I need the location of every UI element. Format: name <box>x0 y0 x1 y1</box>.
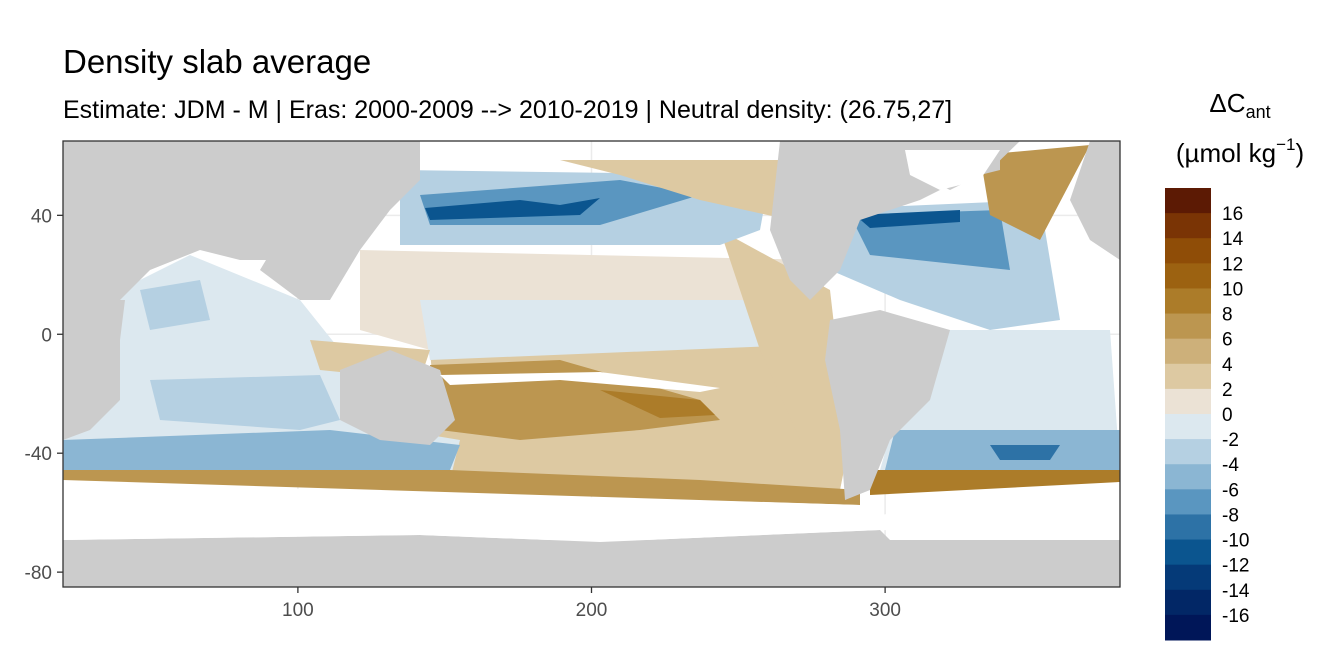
field-na-tan <box>980 145 1090 240</box>
legend-swatch <box>1165 238 1211 264</box>
legend-units-sup: −1 <box>1276 135 1295 154</box>
legend-label: -10 <box>1222 531 1249 552</box>
field-sa-brown <box>870 470 1120 495</box>
legend-label: -6 <box>1222 480 1239 501</box>
legend-label: -16 <box>1222 606 1249 627</box>
land-europe <box>1070 141 1120 260</box>
legend-title: ΔCant <box>1209 88 1270 122</box>
legend-label: 8 <box>1222 305 1233 326</box>
legend-label: 16 <box>1222 204 1243 225</box>
field-indian-mid <box>140 280 210 330</box>
legend-swatch <box>1165 439 1211 465</box>
legend-swatch <box>1165 213 1211 239</box>
legend-swatch <box>1165 338 1211 365</box>
nodata-southern <box>63 482 1120 542</box>
legend-label: 6 <box>1222 330 1233 351</box>
legend-swatch <box>1165 414 1211 440</box>
y-tick-label: -80 <box>25 563 52 584</box>
legend-title-sub: ant <box>1246 102 1271 122</box>
legend-swatch <box>1165 288 1211 315</box>
legend-swatch <box>1165 589 1211 616</box>
legend-label: 2 <box>1222 380 1233 401</box>
land-africa <box>63 300 125 440</box>
y-tick-label: -40 <box>25 444 52 465</box>
field-south-band <box>63 470 860 505</box>
land-south-america <box>825 310 950 500</box>
field-np-tan <box>560 160 800 220</box>
field-south-pacific-darker <box>600 390 715 418</box>
legend-label: -4 <box>1222 455 1239 476</box>
field-na-darker <box>855 210 960 228</box>
nodata-greenland-cap <box>905 150 1000 190</box>
legend-swatch <box>1165 539 1211 566</box>
legend-swatch <box>1165 464 1211 490</box>
field-eq-pacific-blue <box>420 300 800 360</box>
legend-label: 0 <box>1222 405 1233 426</box>
map-panel <box>63 141 1120 587</box>
legend-swatch <box>1165 388 1211 415</box>
legend-swatch <box>1165 313 1211 340</box>
y-tick-label: 40 <box>31 206 52 227</box>
legend-swatch <box>1165 614 1211 641</box>
legend-colorbar <box>1165 188 1211 641</box>
legend-swatch <box>1165 514 1211 541</box>
legend-label: 4 <box>1222 355 1233 376</box>
legend-units: (µmol kg−1) <box>1176 135 1304 168</box>
legend-labels: 16 14 12 10 8 6 4 2 0 -2 -4 -6 -8 -10 -12 -14 -16 <box>1222 204 1250 627</box>
legend-units-close: ) <box>1295 138 1304 168</box>
field-north-pacific-darker <box>425 198 600 220</box>
legend-label: 10 <box>1222 279 1243 300</box>
x-axis: 100 200 300 <box>282 587 901 621</box>
legend-title-main: ΔC <box>1209 88 1245 118</box>
legend-units-main: (µmol kg <box>1176 138 1276 168</box>
legend-swatch <box>1165 489 1211 515</box>
nodata-eq-stripe <box>440 372 720 392</box>
y-tick-label: 0 <box>41 325 52 346</box>
land-antarctica-edge <box>63 530 1120 560</box>
nodata-zones <box>63 150 1120 542</box>
legend-label: -14 <box>1222 581 1250 602</box>
legend: ΔCant (µmol kg−1) 16 14 12 10 8 6 4 2 0 -2 -4 -6 -8 -… <box>1165 88 1304 641</box>
legend-swatch <box>1165 363 1211 390</box>
legend-label: 14 <box>1222 229 1244 250</box>
legend-label: 12 <box>1222 254 1243 275</box>
field-indian-band <box>63 430 460 470</box>
chart-subtitle: Estimate: JDM - M | Eras: 2000-2009 --> … <box>63 96 952 124</box>
legend-swatch <box>1165 188 1211 214</box>
legend-swatch <box>1165 564 1211 591</box>
ocean-field <box>63 145 1120 505</box>
field-indian-south <box>150 375 340 430</box>
legend-swatch <box>1165 263 1211 289</box>
x-tick-label: 100 <box>282 600 314 621</box>
y-axis: 40 0 -40 -80 <box>25 206 63 584</box>
legend-label: -2 <box>1222 430 1239 451</box>
x-tick-label: 300 <box>869 600 901 621</box>
legend-label: -12 <box>1222 556 1249 577</box>
x-tick-label: 200 <box>576 600 608 621</box>
land-asia <box>260 141 420 300</box>
legend-label: -8 <box>1222 505 1239 526</box>
chart-title: Density slab average <box>63 43 371 80</box>
land-australia <box>340 350 455 445</box>
field-sa-dark <box>990 445 1060 460</box>
